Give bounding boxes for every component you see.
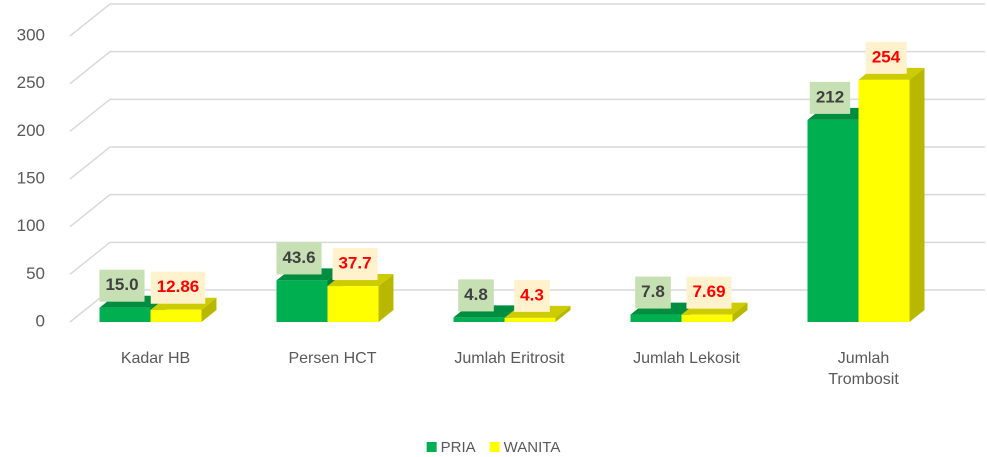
bar-side [732, 302, 748, 322]
legend-swatch [489, 442, 500, 452]
bar [327, 274, 394, 322]
y-tick-label: 150 [17, 168, 45, 187]
data-label-bg [809, 81, 851, 114]
bar-side [378, 274, 394, 322]
y-tick-label: 50 [26, 264, 45, 283]
legend: PRIA WANITA [426, 439, 561, 456]
legend-label: PRIA [441, 439, 476, 456]
y-tick-label: 200 [17, 121, 45, 140]
data-label: 4.8 [464, 285, 488, 304]
bar-front [858, 79, 910, 322]
y-tick-label: 300 [17, 25, 45, 44]
data-label-bg [635, 276, 671, 309]
y-tick-label: 0 [36, 311, 45, 330]
data-label-bg [150, 271, 206, 304]
bar-front [150, 309, 202, 322]
x-tick-label: Jumlah Trombosit [828, 350, 899, 388]
grid-line [69, 193, 985, 228]
data-label-bg [99, 269, 145, 302]
bar-front [276, 280, 328, 322]
bar-side [555, 305, 571, 322]
grid-line [69, 241, 985, 275]
x-tick-label: Jumlah Eritrosit [454, 350, 565, 367]
data-label-bg [276, 242, 322, 275]
data-label: 212 [816, 87, 844, 106]
bar-side [909, 67, 925, 322]
y-tick-label: 250 [17, 73, 45, 92]
data-label: 37.7 [338, 254, 371, 273]
bar [858, 67, 925, 322]
data-label: 4.3 [520, 285, 544, 304]
data-label: 12.86 [157, 277, 200, 296]
bar-front [630, 314, 682, 322]
bar-front [807, 119, 859, 322]
legend-swatch [426, 442, 437, 452]
legend-label: WANITA [504, 439, 561, 456]
x-tick-label: Jumlah Lekosit [633, 350, 740, 367]
bar-front [99, 307, 151, 322]
grid-line [69, 3, 985, 37]
grid-line [69, 146, 985, 180]
bar-front [327, 286, 379, 322]
data-label-bg [514, 279, 550, 312]
bar-front [453, 317, 505, 322]
data-label: 43.6 [282, 248, 315, 267]
grid-line [69, 98, 985, 132]
data-label: 7.69 [692, 282, 725, 301]
x-tick-label: Persen HCT [288, 350, 377, 367]
data-label-bg [332, 248, 378, 281]
grid-line [69, 50, 985, 85]
data-label: 15.0 [105, 275, 138, 294]
y-tick-label: 100 [17, 216, 45, 235]
data-label-bg [686, 276, 732, 309]
data-label-bg [458, 279, 494, 312]
bar-front [681, 314, 733, 322]
x-tick-label: Kadar HB [120, 350, 191, 367]
data-label: 7.8 [641, 282, 665, 301]
data-label: 254 [872, 47, 901, 66]
bar-front [504, 317, 556, 322]
bar-side [201, 297, 217, 322]
data-label-bg [865, 41, 907, 74]
